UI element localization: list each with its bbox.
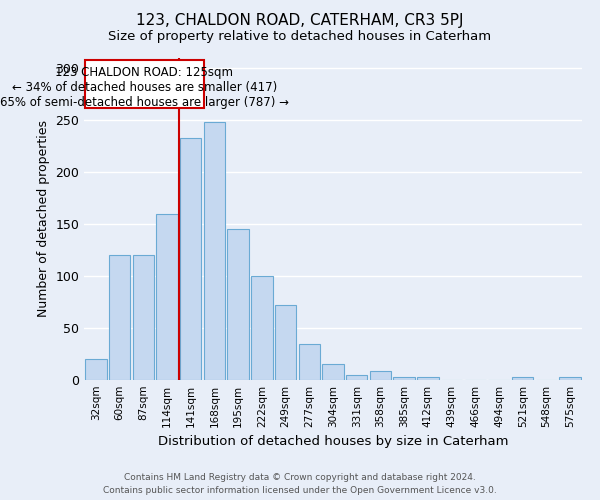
Bar (370, 370, 391, 380)
Bar (180, 138, 202, 380)
Bar (299, 344, 320, 380)
Bar (109, 255, 130, 380)
Bar (227, 229, 249, 380)
Bar (204, 122, 225, 380)
Bar (512, 377, 533, 380)
Y-axis label: Number of detached properties: Number of detached properties (37, 120, 50, 318)
Bar (417, 377, 439, 380)
Text: 123, CHALDON ROAD, CATERHAM, CR3 5PJ: 123, CHALDON ROAD, CATERHAM, CR3 5PJ (136, 12, 464, 28)
Bar (85, 359, 107, 380)
X-axis label: Distribution of detached houses by size in Caterham: Distribution of detached houses by size … (158, 436, 508, 448)
Text: Size of property relative to detached houses in Caterham: Size of property relative to detached ho… (109, 30, 491, 43)
Bar (346, 375, 367, 380)
Bar (157, 214, 178, 380)
Bar (251, 276, 272, 380)
Bar (322, 364, 344, 380)
Text: ← 34% of detached houses are smaller (417): ← 34% of detached houses are smaller (41… (12, 81, 277, 94)
Bar (275, 305, 296, 380)
Bar (394, 377, 415, 380)
Bar (559, 377, 581, 380)
Text: 65% of semi-detached houses are larger (787) →: 65% of semi-detached houses are larger (… (0, 96, 289, 109)
Bar (133, 255, 154, 380)
Text: 123 CHALDON ROAD: 125sqm: 123 CHALDON ROAD: 125sqm (55, 66, 233, 79)
FancyBboxPatch shape (85, 60, 204, 108)
Text: Contains HM Land Registry data © Crown copyright and database right 2024.
Contai: Contains HM Land Registry data © Crown c… (103, 474, 497, 495)
